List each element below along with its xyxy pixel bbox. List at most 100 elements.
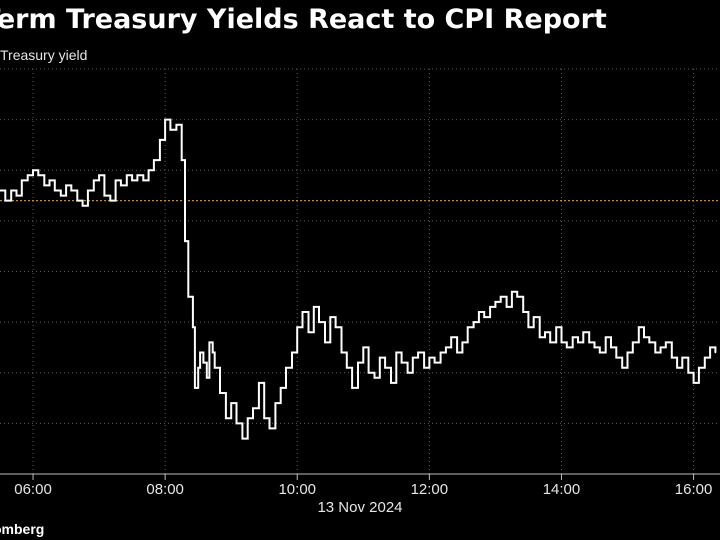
data-point: [357, 361, 359, 364]
data-point: [103, 194, 106, 197]
data-point: [291, 351, 293, 354]
data-point: [373, 377, 376, 379]
data-point: [654, 351, 657, 354]
data-point: [329, 316, 332, 318]
data-point: [208, 341, 211, 344]
data-point: [472, 321, 475, 323]
data-point: [147, 169, 150, 172]
data-point: [522, 311, 524, 313]
data-point: [704, 356, 706, 359]
data-point: [412, 356, 414, 359]
data-point: [81, 204, 84, 207]
data-point: [709, 346, 711, 349]
data-point: [423, 366, 425, 369]
data-point: [76, 199, 79, 202]
data-point: [400, 361, 403, 364]
data-point: [197, 366, 199, 369]
data-point: [362, 346, 365, 349]
data-point: [334, 326, 337, 328]
data-point: [194, 387, 196, 389]
source-label: omberg: [0, 521, 45, 537]
data-point: [538, 336, 541, 339]
data-point: [26, 174, 29, 177]
series-points: [0, 118, 717, 440]
x-axis-ticks: 06:00 08:00 10:00 12:00 14:00 16:00: [14, 474, 712, 498]
data-point: [676, 366, 678, 369]
data-point: [142, 179, 145, 182]
data-point: [544, 331, 546, 334]
data-point: [136, 174, 139, 177]
data-point: [169, 128, 172, 131]
data-point: [505, 306, 508, 308]
x-axis-label: 13 Nov 2024: [317, 499, 403, 516]
data-point: [120, 184, 122, 187]
data-point: [692, 382, 695, 384]
data-point: [340, 351, 343, 354]
data-point: [461, 341, 464, 344]
data-point: [456, 351, 458, 354]
x-tick-label: 06:00: [14, 481, 52, 498]
data-point: [0, 189, 1, 192]
data-point: [648, 341, 651, 344]
data-point: [621, 366, 624, 369]
data-point: [285, 366, 287, 369]
data-point: [637, 326, 640, 328]
data-point: [211, 351, 214, 354]
data-point: [187, 296, 190, 298]
data-point: [450, 336, 452, 339]
data-point: [32, 169, 34, 172]
data-point: [670, 356, 673, 359]
data-point: [252, 407, 254, 409]
data-point: [511, 290, 513, 293]
grid-lines: [0, 68, 720, 474]
data-point: [428, 356, 431, 359]
data-point: [417, 351, 419, 354]
data-point: [202, 361, 205, 364]
data-point: [681, 356, 684, 359]
data-point: [615, 356, 618, 359]
data-point: [59, 194, 62, 197]
data-point: [10, 189, 13, 192]
x-tick-label: 10:00: [278, 481, 316, 498]
data-point: [235, 422, 238, 425]
data-point: [433, 361, 436, 364]
data-point: [268, 427, 271, 430]
data-point: [516, 296, 519, 298]
data-point: [15, 194, 18, 197]
data-point: [395, 351, 398, 354]
data-point: [114, 179, 117, 182]
data-point: [213, 366, 216, 369]
series-line: [0, 118, 717, 440]
data-point: [274, 402, 277, 404]
data-point: [126, 174, 128, 177]
data-point: [643, 336, 645, 339]
data-point: [37, 174, 40, 177]
data-point: [593, 346, 596, 349]
data-point: [225, 417, 227, 420]
data-point: [610, 346, 612, 349]
data-point: [714, 351, 717, 354]
data-point: [466, 326, 469, 328]
chart-subtitle: Treasury yield: [0, 47, 88, 63]
data-point: [98, 174, 100, 177]
data-point: [565, 346, 568, 349]
x-tick-label: 12:00: [411, 481, 449, 498]
data-point: [318, 321, 320, 323]
data-point: [494, 301, 497, 303]
data-point: [345, 366, 348, 369]
data-point: [555, 326, 557, 328]
data-point: [192, 326, 194, 328]
data-point: [219, 392, 221, 394]
data-point: [499, 296, 502, 298]
data-point: [205, 377, 208, 379]
data-point: [175, 123, 178, 126]
data-point: [483, 316, 485, 318]
x-tick-label: 08:00: [146, 481, 184, 498]
data-point: [577, 341, 579, 344]
data-point: [379, 356, 381, 359]
data-point: [164, 118, 166, 121]
data-point: [109, 199, 112, 202]
x-tick-label: 16:00: [675, 481, 713, 498]
data-point: [604, 336, 607, 339]
chart-title: Term Treasury Yields React to CPI Report: [0, 4, 607, 35]
